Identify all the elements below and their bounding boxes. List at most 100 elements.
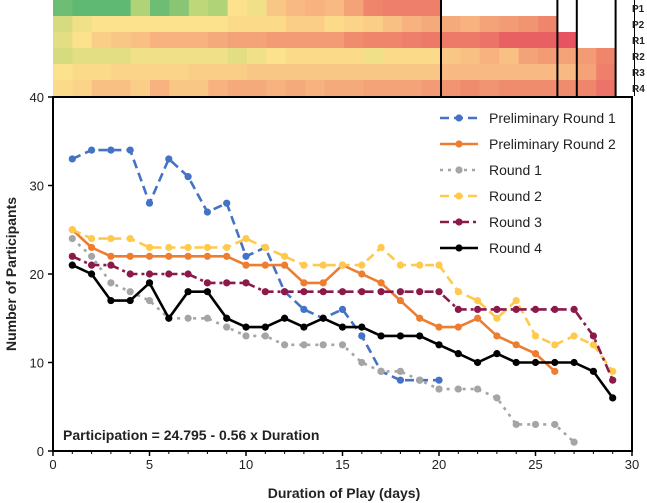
data-point bbox=[531, 305, 540, 313]
data-point bbox=[107, 252, 115, 260]
data-point bbox=[88, 146, 96, 154]
data-point bbox=[126, 235, 134, 243]
data-point bbox=[358, 261, 366, 269]
heatmap-cell bbox=[266, 0, 287, 17]
legend-label: Round 1 bbox=[489, 162, 542, 178]
legend-marker bbox=[455, 192, 463, 200]
heatmap-cell bbox=[518, 64, 539, 81]
data-point bbox=[589, 341, 598, 349]
heatmap-cell bbox=[557, 64, 578, 81]
heatmap-cell bbox=[576, 64, 597, 81]
data-point bbox=[300, 279, 308, 287]
heatmap-cell bbox=[363, 0, 384, 17]
heatmap-cell bbox=[72, 64, 93, 81]
legend-label: Round 3 bbox=[489, 214, 542, 230]
x-tick-label: 20 bbox=[432, 457, 446, 472]
heatmap-cell bbox=[382, 32, 403, 49]
heatmap-cell bbox=[499, 16, 520, 33]
data-point bbox=[107, 296, 115, 305]
data-point bbox=[261, 332, 269, 340]
data-point bbox=[377, 288, 385, 296]
heatmap-cell bbox=[169, 16, 190, 33]
heatmap-cell bbox=[266, 48, 287, 65]
data-point bbox=[454, 385, 462, 393]
heatmap-cell bbox=[499, 48, 520, 65]
legend: Preliminary Round 1 Preliminary Round 2 Ro… bbox=[440, 110, 616, 256]
heatmap-cell bbox=[344, 0, 364, 17]
data-point bbox=[474, 358, 482, 367]
heatmap-cell bbox=[169, 0, 190, 17]
heatmap-cell bbox=[169, 32, 190, 49]
heatmap-cell bbox=[266, 16, 287, 33]
data-point bbox=[68, 155, 76, 163]
heatmap-cell bbox=[479, 16, 500, 33]
heatmap-cell bbox=[188, 0, 209, 17]
heatmap-cell bbox=[111, 32, 132, 49]
heatmap-cell bbox=[499, 32, 520, 49]
heatmap-cell bbox=[382, 64, 403, 81]
data-point bbox=[512, 305, 520, 313]
heatmap-cell bbox=[53, 16, 73, 33]
heatmap-cell bbox=[538, 16, 558, 33]
heatmap-cell bbox=[208, 64, 229, 81]
x-tick-label: 5 bbox=[146, 457, 153, 472]
data-point bbox=[281, 261, 289, 269]
data-point bbox=[145, 252, 154, 260]
heatmap-cell bbox=[72, 48, 93, 65]
data-point bbox=[107, 235, 115, 243]
data-point bbox=[300, 261, 308, 269]
heatmap-cell bbox=[460, 48, 481, 65]
heatmap-cell bbox=[130, 32, 151, 49]
heatmap-cell bbox=[305, 0, 326, 17]
heatmap-cell bbox=[518, 32, 539, 49]
data-point bbox=[126, 270, 134, 278]
data-point bbox=[396, 332, 404, 340]
y-tick-label: 0 bbox=[37, 444, 44, 459]
y-tick-label: 10 bbox=[30, 356, 44, 371]
heatmap-cell bbox=[188, 48, 209, 65]
data-point bbox=[68, 261, 76, 269]
data-point bbox=[88, 270, 96, 278]
data-point bbox=[474, 305, 482, 313]
heatmap-cell bbox=[305, 48, 326, 65]
heatmap-cell bbox=[130, 80, 151, 97]
heatmap-cell bbox=[518, 48, 539, 65]
heatmap-cell bbox=[538, 32, 558, 49]
data-point bbox=[338, 305, 347, 313]
heatmap-cell bbox=[382, 0, 403, 17]
data-point bbox=[145, 296, 154, 305]
series-line bbox=[71, 255, 614, 381]
data-point bbox=[88, 235, 96, 243]
data-point bbox=[223, 199, 231, 207]
heatmap-cell bbox=[208, 80, 229, 97]
heatmap-cell bbox=[285, 64, 306, 81]
heatmap-cell bbox=[150, 80, 170, 97]
heatmap-cell bbox=[421, 64, 442, 81]
data-point bbox=[107, 261, 115, 269]
heatmap-cell bbox=[150, 16, 170, 33]
data-point bbox=[203, 279, 211, 287]
data-point bbox=[126, 252, 134, 260]
data-point bbox=[551, 420, 559, 429]
heatmap-cell bbox=[53, 80, 73, 97]
data-point bbox=[300, 341, 308, 349]
heatmap-cell bbox=[518, 80, 539, 97]
heatmap-cell bbox=[363, 64, 384, 81]
data-point bbox=[358, 323, 366, 331]
heatmap-cell bbox=[285, 16, 306, 33]
data-point bbox=[338, 261, 347, 269]
data-point bbox=[281, 252, 289, 260]
heatmap-cell bbox=[150, 64, 170, 81]
heatmap-cell bbox=[266, 32, 287, 49]
heatmap-cell bbox=[479, 32, 500, 49]
heatmap-cell bbox=[324, 32, 345, 49]
heatmap-cell bbox=[557, 80, 578, 97]
heatmap-cell bbox=[285, 0, 306, 17]
heatmap-cell bbox=[402, 32, 423, 49]
data-point bbox=[184, 252, 192, 260]
data-point bbox=[281, 341, 289, 349]
heatmap-cell bbox=[344, 16, 364, 33]
heatmap-cell bbox=[441, 80, 461, 97]
heatmap-cell bbox=[72, 80, 93, 97]
